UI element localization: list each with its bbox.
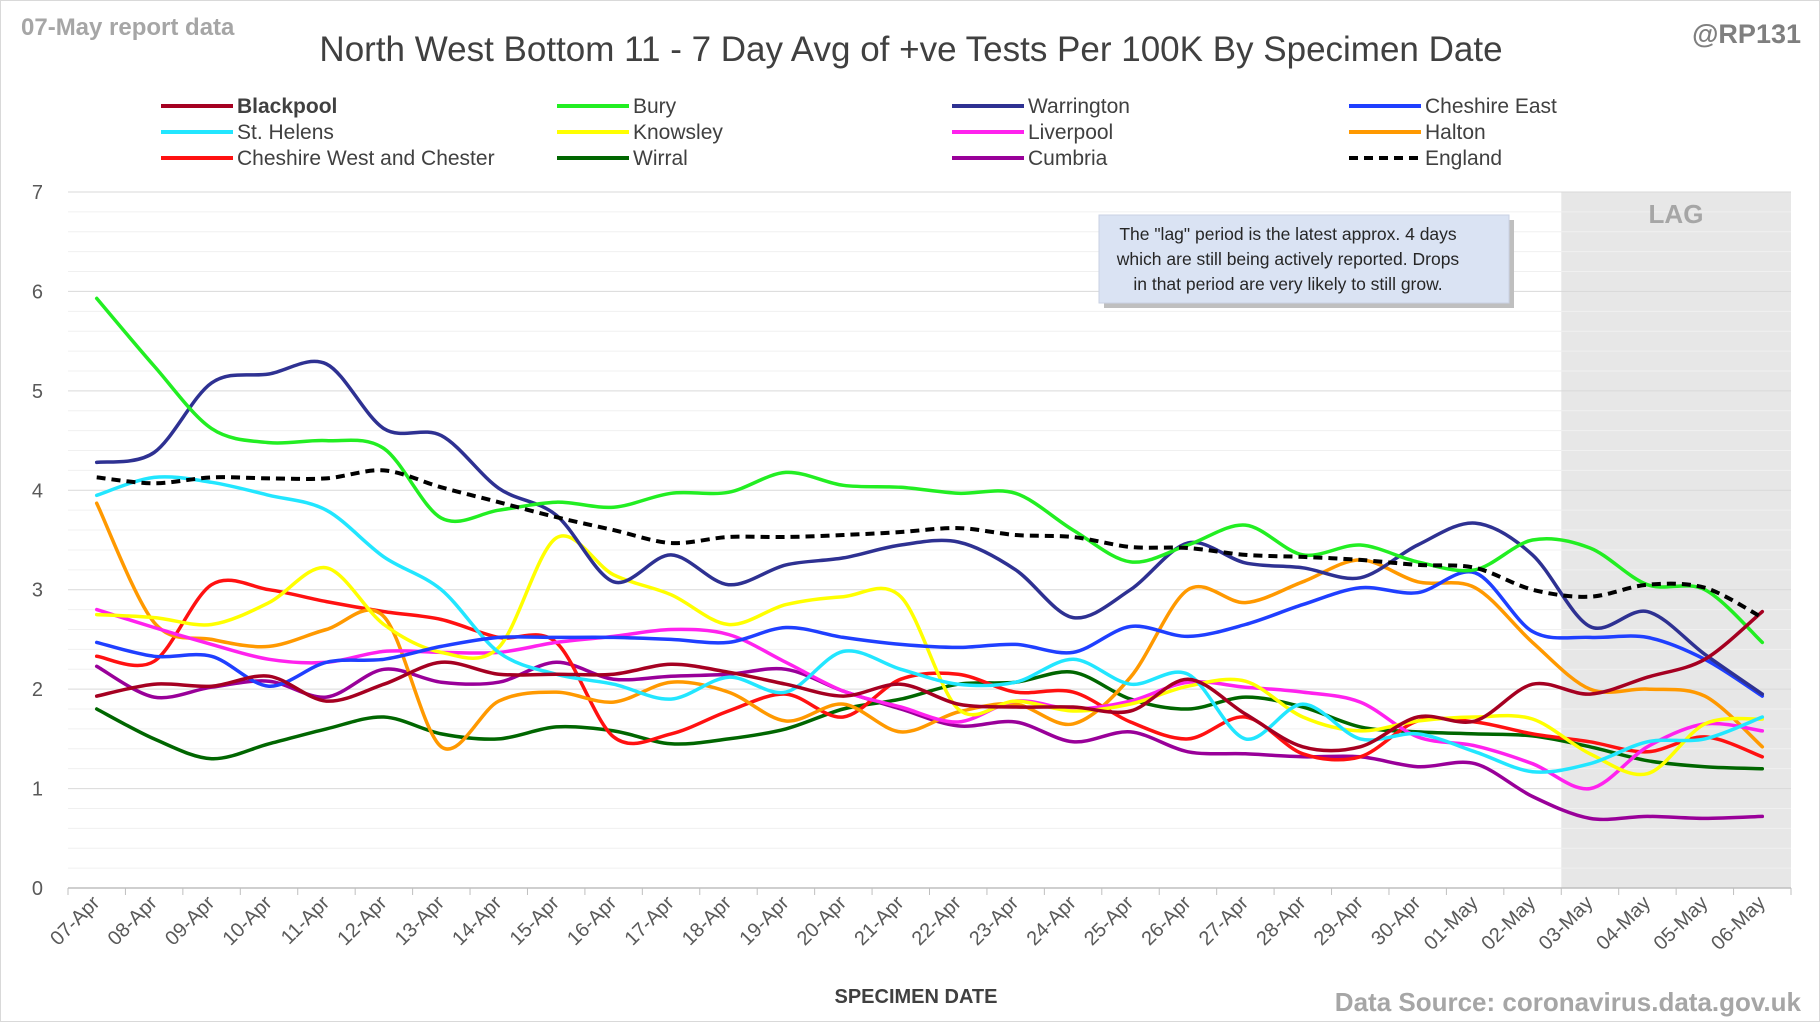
data-source: Data Source: coronavirus.data.gov.uk (1335, 987, 1802, 1017)
x-tick-label: 10-Apr (219, 892, 277, 950)
y-tick-label: 6 (32, 281, 43, 303)
series-lines (94, 296, 1765, 822)
x-tick-label: 12-Apr (333, 892, 391, 950)
lag-note-line-3: in that period are very likely to still … (1133, 274, 1442, 294)
x-tick-label: 13-Apr (391, 892, 449, 950)
legend-label-cheshire-west-and-chester: Cheshire West and Chester (237, 147, 495, 170)
y-tick-label: 5 (32, 381, 43, 403)
author-handle: @RP131 (1692, 19, 1801, 49)
x-tick-label: 26-Apr (1137, 892, 1195, 950)
series-line-warrington (94, 359, 1765, 696)
x-tick-label: 22-Apr (908, 892, 966, 950)
x-tick-label: 21-Apr (850, 892, 908, 950)
lag-region (1561, 192, 1791, 888)
legend-label-liverpool: Liverpool (1028, 121, 1113, 144)
series-line-wirral (94, 670, 1765, 771)
lag-note-line-2: which are still being actively reported.… (1116, 249, 1460, 269)
lag-note-line-1: The "lag" period is the latest approx. 4… (1119, 224, 1457, 244)
x-tick-label: 16-Apr (563, 892, 621, 950)
y-tick-label: 0 (32, 878, 43, 900)
legend-label-knowsley: Knowsley (633, 121, 723, 144)
series-line-cheshire-east (94, 570, 1765, 698)
x-axis-title: SPECIMEN DATE (835, 986, 998, 1008)
series-line-knowsley (94, 534, 1765, 777)
x-tick-label: 14-Apr (448, 892, 506, 950)
x-tick-label: 01-May (1420, 892, 1483, 955)
y-axis-ticks: 0 1 2 3 4 5 6 7 (32, 182, 43, 900)
series-line-liverpool (94, 607, 1765, 791)
x-tick-label: 15-Apr (506, 892, 564, 950)
lag-note-box (1098, 214, 1510, 304)
lag-shading (1561, 192, 1791, 888)
lag-label: LAG (1649, 199, 1704, 229)
x-tick-label: 24-Apr (1023, 892, 1081, 950)
x-tick-label: 18-Apr (678, 892, 736, 950)
legend-label-halton: Halton (1425, 121, 1486, 144)
legend-label-st-helens: St. Helens (237, 121, 334, 144)
x-tick-label: 04-May (1592, 892, 1655, 955)
x-tick-label: 19-Apr (735, 892, 793, 950)
x-tick-label: 27-Apr (1195, 892, 1253, 950)
series-line-st-helens (94, 475, 1765, 774)
legend-label-blackpool: Blackpool (237, 95, 337, 118)
legend-label-bury: Bury (633, 95, 677, 118)
legend: Blackpool Bury Warrington Cheshire East St. … (161, 95, 1557, 170)
x-tick-label: 08-Apr (104, 892, 162, 950)
x-tick-label: 11-Apr (277, 892, 334, 949)
legend-label-cheshire-east: Cheshire East (1425, 95, 1557, 118)
legend-label-warrington: Warrington (1028, 95, 1130, 118)
y-tick-label: 2 (32, 679, 43, 701)
legend-label-wirral: Wirral (633, 147, 688, 170)
x-tick-label: 23-Apr (965, 892, 1023, 950)
x-tick-label: 06-May (1707, 892, 1770, 955)
x-tick-label: 29-Apr (1310, 892, 1368, 950)
y-tick-label: 4 (32, 480, 43, 502)
x-tick-label: 05-May (1650, 892, 1713, 955)
x-tick-label: 09-Apr (161, 892, 219, 950)
x-tick-label: 25-Apr (1080, 892, 1138, 950)
x-tick-label: 07-Apr (46, 892, 104, 950)
x-tick-label: 17-Apr (621, 892, 679, 950)
x-tick-label: 28-Apr (1252, 892, 1310, 950)
x-axis-ticks: 07-Apr 08-Apr 09-Apr 10-Apr 11-Apr 12-Apr 13-A… (46, 888, 1792, 955)
series-line-blackpool (94, 609, 1765, 753)
chart-title: North West Bottom 11 - 7 Day Avg of +ve … (319, 30, 1502, 69)
y-tick-label: 3 (32, 580, 43, 602)
x-tick-label: 02-May (1477, 892, 1540, 955)
y-tick-label: 7 (32, 182, 43, 204)
series-line-cumbria (94, 660, 1765, 822)
lag-note: The "lag" period is the latest approx. 4… (1098, 214, 1514, 308)
legend-label-cumbria: Cumbria (1028, 147, 1108, 170)
y-tick-label: 1 (32, 779, 43, 801)
x-tick-label: 20-Apr (793, 892, 851, 950)
series-line-england (96, 468, 1764, 620)
legend-label-england: England (1425, 147, 1502, 170)
series-line-bury (94, 296, 1765, 645)
x-tick-label: 30-Apr (1367, 892, 1425, 950)
x-tick-label: 03-May (1535, 892, 1598, 955)
report-tag: 07-May report data (21, 14, 235, 41)
